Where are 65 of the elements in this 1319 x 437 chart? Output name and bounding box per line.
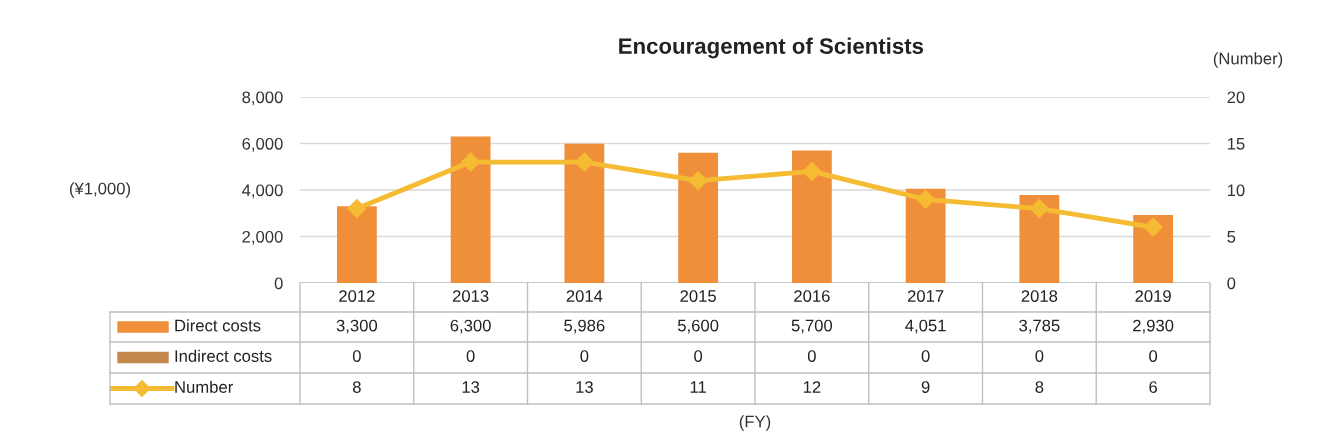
point bbox=[1143, 217, 1163, 237]
data-label: 0 bbox=[1035, 350, 1044, 362]
point bbox=[461, 152, 481, 172]
x-tick-label: 2018 bbox=[1021, 290, 1058, 302]
x-tick-label: 2017 bbox=[907, 290, 944, 302]
data-label: 5,700 bbox=[791, 319, 833, 334]
data-label: 13 bbox=[462, 381, 480, 393]
data-label: 0 bbox=[694, 350, 703, 362]
legend-label: Indirect costs bbox=[175, 349, 272, 362]
y2-axis-title: (Number) bbox=[1213, 52, 1283, 68]
text: (FY) bbox=[739, 415, 771, 431]
data-label: 4,051 bbox=[905, 319, 946, 334]
x-tick-label: 2019 bbox=[1135, 290, 1171, 302]
bar bbox=[791, 150, 832, 283]
legend-label: Number bbox=[175, 380, 233, 393]
data-label: 3,785 bbox=[1019, 319, 1060, 334]
data-label: 0 bbox=[921, 350, 930, 362]
data-label: 6 bbox=[1149, 381, 1158, 393]
data-label: 8 bbox=[352, 381, 361, 393]
y-tick-label: 4,000 bbox=[242, 184, 283, 199]
bar bbox=[905, 188, 946, 283]
chart-title: Encouragement of Scientists bbox=[619, 37, 924, 59]
text: (¥1,000) bbox=[70, 182, 131, 198]
y2-tick-label: 20 bbox=[1227, 91, 1245, 104]
data-label: 3,300 bbox=[336, 319, 378, 334]
bar bbox=[1133, 214, 1174, 283]
x-tick-label: 2013 bbox=[452, 290, 489, 302]
point bbox=[688, 171, 708, 191]
legend-label: Direct costs bbox=[175, 319, 261, 332]
bar bbox=[678, 152, 719, 283]
bar bbox=[1019, 195, 1060, 283]
data-label: 0 bbox=[352, 350, 361, 362]
data-label: 0 bbox=[807, 350, 816, 362]
data-label: 2,930 bbox=[1133, 319, 1174, 334]
point bbox=[1029, 199, 1049, 219]
data-label: 5,600 bbox=[677, 319, 719, 334]
data-label: 11 bbox=[690, 381, 706, 393]
data-label: 0 bbox=[1149, 350, 1158, 362]
y2-tick-label: 0 bbox=[1227, 277, 1236, 290]
y2-tick-label: 5 bbox=[1227, 231, 1236, 243]
bar bbox=[336, 206, 377, 283]
data-label: 5,986 bbox=[564, 319, 605, 334]
x-tick-label: 2012 bbox=[339, 290, 375, 302]
x-tick-label: 2016 bbox=[794, 290, 830, 302]
point bbox=[802, 161, 822, 181]
y-tick-label: 8,000 bbox=[242, 91, 283, 106]
point bbox=[574, 152, 594, 172]
bar bbox=[450, 136, 491, 283]
data-label: 8 bbox=[1035, 381, 1044, 393]
data-label: 0 bbox=[466, 350, 475, 362]
y-tick-label: 2,000 bbox=[242, 230, 283, 245]
data-label: 12 bbox=[803, 381, 821, 393]
x-tick-label: 2015 bbox=[680, 290, 716, 302]
point bbox=[347, 199, 367, 219]
bar bbox=[564, 143, 605, 283]
data-label: 6,300 bbox=[450, 319, 491, 334]
y2-tick-label: 15 bbox=[1227, 138, 1245, 150]
y2-tick-label: 10 bbox=[1227, 184, 1245, 197]
y-tick-label: 6,000 bbox=[242, 137, 283, 152]
data-label: 13 bbox=[576, 381, 593, 393]
data-label: 9 bbox=[921, 381, 930, 393]
data-label: 0 bbox=[580, 350, 589, 362]
point bbox=[916, 189, 936, 209]
y-tick-label: 0 bbox=[274, 277, 283, 290]
x-tick-label: 2014 bbox=[566, 290, 603, 302]
